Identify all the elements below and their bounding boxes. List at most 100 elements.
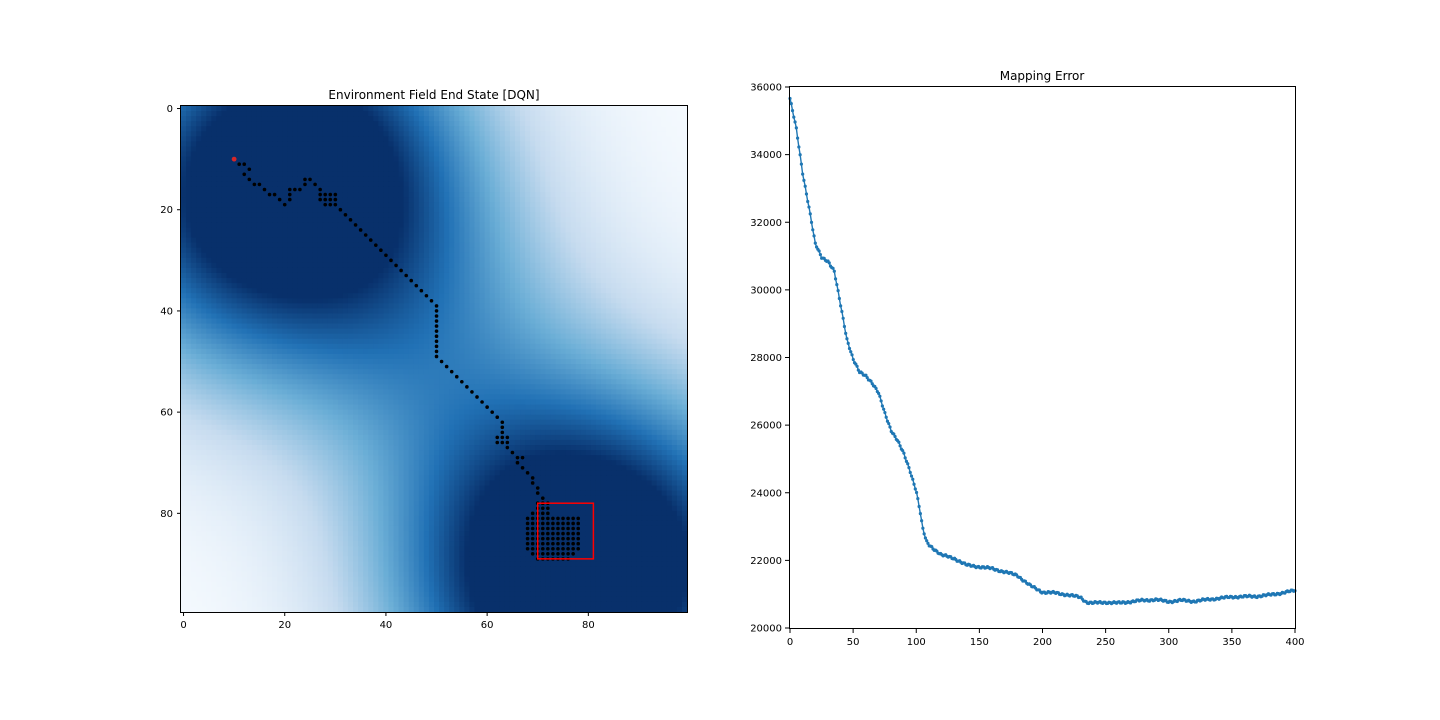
heatmap-cell — [307, 106, 314, 112]
heatmap-cell — [560, 252, 567, 259]
heatmap-cell — [201, 222, 207, 229]
heatmap-cell — [550, 222, 557, 229]
heatmap-cell — [520, 333, 526, 340]
heatmap-cell — [555, 106, 562, 112]
heatmap-cell — [676, 308, 683, 315]
heatmap-cell — [444, 303, 450, 309]
heatmap-cell — [231, 262, 238, 269]
heatmap-cell — [444, 308, 450, 315]
heatmap-cell — [681, 333, 688, 340]
heatmap-cell — [676, 232, 683, 239]
heatmap-cell — [201, 232, 207, 239]
heatmap-cell — [550, 338, 557, 345]
heatmap-cell — [368, 106, 374, 112]
heatmap-cell — [287, 328, 293, 335]
heatmap-cell — [560, 181, 567, 188]
heatmap-cell — [681, 232, 688, 239]
heatmap-cell — [181, 262, 187, 269]
heatmap-cell — [211, 338, 218, 345]
heatmap-cell — [423, 308, 430, 315]
heatmap-cell — [631, 111, 637, 117]
heatmap-cell — [297, 308, 304, 315]
heatmap-cell — [484, 267, 491, 274]
heatmap-cell — [590, 232, 597, 239]
heatmap-cell — [418, 126, 425, 132]
heatmap-cell — [302, 126, 309, 132]
heatmap-cell — [651, 252, 658, 259]
heatmap-cell — [216, 252, 223, 259]
heatmap-cell — [651, 111, 658, 117]
heatmap-cell — [221, 171, 228, 178]
heatmap-cell — [580, 353, 587, 360]
heatmap-cells — [181, 106, 688, 613]
heatmap-cell — [353, 192, 359, 198]
heatmap-cell — [646, 318, 653, 325]
heatmap-cell — [186, 131, 192, 137]
heatmap-cell — [277, 298, 283, 304]
heatmap-cell — [651, 186, 658, 193]
heatmap-cell — [444, 267, 450, 274]
heatmap-cell — [616, 166, 622, 173]
heatmap-cell — [540, 186, 546, 193]
heatmap-cell — [565, 116, 572, 122]
heatmap-cell — [312, 353, 319, 360]
heatmap-cell — [646, 293, 653, 299]
heatmap-cell — [616, 192, 622, 198]
heatmap-cell — [509, 272, 516, 279]
heatmap-cell — [388, 156, 395, 163]
heatmap-cell — [206, 257, 212, 264]
heatmap-cell — [292, 343, 298, 350]
heatmap-cell — [641, 353, 648, 360]
heatmap-cell — [236, 318, 243, 325]
heatmap-cell — [408, 207, 415, 213]
heatmap-cell — [626, 171, 632, 178]
heatmap-cell — [413, 293, 420, 299]
heatmap-cell — [530, 237, 536, 244]
heatmap-cell — [636, 121, 643, 127]
heatmap-cell — [423, 283, 430, 289]
heatmap-cell — [575, 293, 582, 299]
heatmap-cell — [631, 328, 637, 335]
heatmap-cell — [651, 212, 658, 218]
heatmap-cell — [216, 151, 223, 158]
heatmap-cell — [272, 272, 278, 279]
heatmap-cell — [181, 217, 187, 223]
heatmap-cell — [403, 202, 410, 208]
heatmap-cell — [373, 217, 379, 223]
heatmap-cell — [600, 181, 607, 188]
heatmap-cell — [196, 106, 202, 112]
heatmap-cell — [606, 272, 612, 279]
heatmap-cell — [636, 293, 643, 299]
heatmap-cell — [459, 353, 465, 360]
heatmap-cell — [489, 288, 496, 294]
heatmap-cell — [418, 202, 425, 208]
heatmap-cell — [358, 313, 364, 320]
heatmap-cell — [595, 343, 602, 350]
heatmap-cell — [585, 262, 592, 269]
heatmap-cell — [261, 166, 268, 173]
heatmap-cell — [388, 252, 395, 259]
heatmap-cell — [418, 247, 425, 254]
heatmap-cell — [398, 247, 405, 254]
heatmap-cell — [191, 303, 197, 309]
heatmap-cell — [626, 303, 632, 309]
heatmap-cell — [337, 272, 344, 279]
heatmap-cell — [606, 278, 612, 284]
heatmap-cell — [555, 156, 562, 163]
heatmap-cell — [418, 106, 425, 112]
heatmap-cell — [413, 267, 420, 274]
heatmap-cell — [621, 252, 627, 259]
heatmap-cell — [353, 136, 359, 143]
heatmap-cell — [469, 318, 476, 325]
heatmap-cell — [626, 106, 632, 112]
heatmap-cell — [494, 267, 501, 274]
heatmap-cell — [246, 171, 253, 178]
heatmap-cell — [206, 272, 212, 279]
heatmap-cell — [368, 181, 374, 188]
heatmap-cell — [651, 237, 658, 244]
heatmap-cell — [388, 202, 395, 208]
heatmap-cell — [186, 186, 192, 193]
heatmap-cell — [621, 262, 627, 269]
heatmap-cell — [327, 262, 334, 269]
heatmap-cell — [484, 161, 491, 168]
